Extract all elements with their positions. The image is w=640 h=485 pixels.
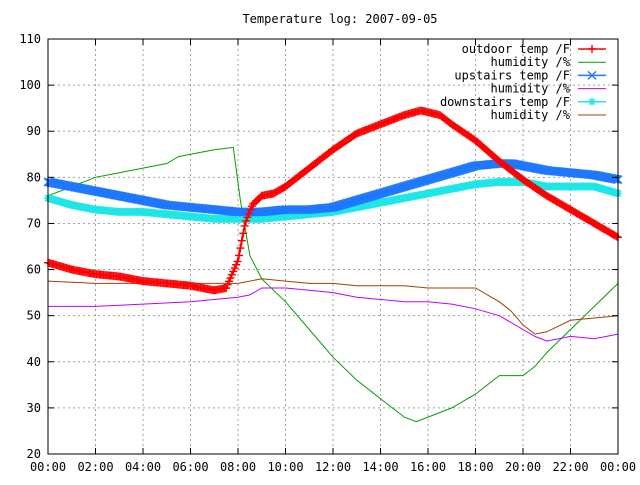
legend-marker xyxy=(588,97,596,106)
data-point xyxy=(236,244,245,253)
y-tick-label: 70 xyxy=(27,216,41,230)
series-downstairs-humidity xyxy=(47,278,619,335)
series-line xyxy=(48,287,619,342)
x-tick-label: 22:00 xyxy=(552,460,588,474)
x-tick-label: 06:00 xyxy=(172,460,208,474)
data-point xyxy=(240,221,249,230)
x-tick-label: 08:00 xyxy=(220,460,256,474)
x-tick-label: 20:00 xyxy=(505,460,541,474)
series-upstairs-humidity xyxy=(48,287,619,342)
data-point xyxy=(612,232,621,241)
legend-label: humidity /% xyxy=(491,55,571,69)
data-point xyxy=(242,216,251,225)
series-downstairs-temp xyxy=(44,177,622,223)
series-line xyxy=(47,146,619,423)
legend-label: downstairs temp /F xyxy=(440,95,570,109)
data-point xyxy=(246,205,255,214)
legend-label: upstairs temp /F xyxy=(454,68,570,82)
x-tick-label: 04:00 xyxy=(125,460,161,474)
data-point xyxy=(243,213,252,222)
y-tick-label: 100 xyxy=(19,78,41,92)
legend-label: outdoor temp /F xyxy=(462,42,570,56)
axis-layer: 20 30 40 50 60 70 80 90 100 110 00:00 02:00 04:00 06:… xyxy=(19,32,636,474)
grid-layer xyxy=(48,39,618,454)
data-point xyxy=(612,174,622,184)
x-tick-label: 14:00 xyxy=(362,460,398,474)
legend-marker xyxy=(588,45,596,53)
data-point xyxy=(239,229,248,238)
y-tick-label: 60 xyxy=(27,263,41,277)
legend-label: humidity /% xyxy=(491,108,571,122)
y-tick-label: 90 xyxy=(27,124,41,138)
y-tick-label: 30 xyxy=(27,401,41,415)
x-tick-label: 12:00 xyxy=(315,460,351,474)
y-tick-label: 110 xyxy=(19,32,41,46)
y-tick-label: 50 xyxy=(27,309,41,323)
data-point xyxy=(233,257,242,266)
series-outdoor-temp xyxy=(44,106,622,295)
y-tick-label: 20 xyxy=(27,447,41,461)
x-tick-label: 18:00 xyxy=(457,460,493,474)
y-tick-label: 40 xyxy=(27,355,41,369)
series-outdoor-humidity xyxy=(47,146,619,423)
legend-marker xyxy=(587,70,597,80)
x-tick-label: 16:00 xyxy=(410,460,446,474)
x-tick-label: 00:00 xyxy=(30,460,66,474)
data-point xyxy=(234,251,243,260)
x-tick-label: 02:00 xyxy=(77,460,113,474)
chart-title: Temperature log: 2007-09-05 xyxy=(242,12,437,26)
y-tick-label: 80 xyxy=(27,170,41,184)
data-point xyxy=(244,209,253,218)
x-tick-label: 10:00 xyxy=(267,460,303,474)
data-point xyxy=(237,236,246,245)
legend-label: humidity /% xyxy=(491,82,571,96)
x-tick-label: 00:00 xyxy=(600,460,636,474)
series-line xyxy=(47,278,619,335)
